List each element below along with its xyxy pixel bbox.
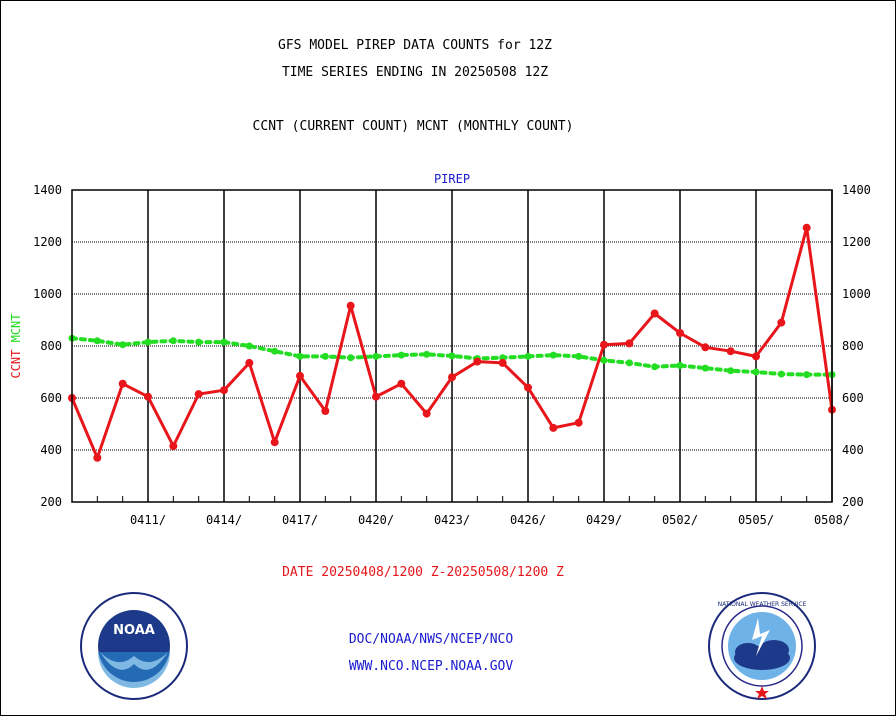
ccnt-point [321,407,330,415]
y-tick-label-left: 1400 [33,183,62,197]
mcnt-point [651,363,659,371]
plot-area-border [71,189,833,503]
ccnt-point [422,409,431,418]
ccnt-point [169,442,178,451]
ccnt-point [245,358,254,367]
ccnt-point [752,352,760,361]
mcnt-point [245,342,253,350]
ccnt-point [93,453,102,462]
noaa-logo: NOAA [80,592,188,700]
x-tick-label: 0417/ [282,513,318,527]
chart-title: GFS MODEL PIREP DATA COUNTS for 12Z [278,38,552,53]
mcnt-point [423,350,431,358]
y-tick-label-right: 200 [842,495,864,509]
ccnt-point [296,371,304,380]
mcnt-point [397,351,405,359]
ccnt-point [701,343,710,352]
ccnt-point [448,373,456,382]
ccnt-point [372,392,380,401]
panel-title: PIREP [434,172,470,186]
ccnt-point [549,423,558,432]
ccnt-point [220,386,228,395]
mcnt-point [676,362,684,369]
mcnt-point [448,352,456,360]
mcnt-point [321,352,329,360]
mcnt-point [549,351,557,359]
y-tick-label-right: 1000 [842,287,871,301]
mcnt-point [701,364,709,372]
chart-subtitle: TIME SERIES ENDING IN 20250508 12Z [281,65,549,80]
x-tick-label: 0429/ [586,513,622,527]
ccnt-point [346,301,355,310]
y-axis-label-ccnt: CCNT [9,342,23,378]
ccnt-point [498,358,507,367]
mcnt-point [625,359,633,367]
x-tick-label: 0414/ [206,513,242,527]
y-tick-label-right: 400 [842,443,864,457]
ccnt-point [777,318,786,327]
y-tick-label-left: 800 [40,339,62,353]
y-tick-label-right: 1200 [842,235,871,249]
mcnt-point [144,338,152,346]
ccnt-point [802,223,811,232]
mcnt-point [727,367,735,375]
x-tick-label: 0426/ [510,513,546,527]
noaa-logo-text: NOAA [113,623,155,638]
ccnt-point [650,309,659,318]
mcnt-point [752,368,760,376]
series-description: CCNT (CURRENT COUNT) MCNT (MONTHLY COUNT… [252,119,574,134]
mcnt-point [777,370,785,378]
x-tick-label: 0420/ [358,513,394,527]
x-tick-label: 0508/ [814,513,850,527]
x-tick-label: 0502/ [662,513,698,527]
ccnt-point [270,438,279,447]
mcnt-point [271,347,279,355]
ccnt-point [676,329,684,337]
mcnt-point [169,337,177,345]
mcnt-point [195,338,203,346]
y-tick-label-left: 400 [40,443,62,457]
y-axis-label-mcnt: MCNT [9,313,23,342]
mcnt-point [119,341,127,349]
nws-logo: NATIONAL WEATHER SERVICE [708,592,816,700]
mcnt-point [93,337,101,345]
y-tick-label-right: 600 [842,391,864,405]
mcnt-point [600,356,608,364]
y-tick-label-left: 1000 [33,287,62,301]
mcnt-point [803,371,811,379]
y-tick-label-left: 200 [40,495,62,509]
mcnt-point [372,352,380,360]
mcnt-point [347,354,355,362]
ccnt-point [118,379,127,388]
mcnt-point [524,352,532,360]
nws-logo-text: NATIONAL WEATHER SERVICE [718,601,807,608]
ccnt-point [144,392,152,401]
y-tick-label-right: 1400 [842,183,871,197]
x-tick-label: 0505/ [738,513,774,527]
y-tick-label-left: 1200 [33,235,62,249]
org-line[interactable]: DOC/NOAA/NWS/NCEP/NCO [348,632,514,647]
mcnt-point [220,338,228,346]
y-tick-label-right: 800 [842,339,864,353]
x-tick-label: 0411/ [130,513,166,527]
ccnt-point [625,339,634,348]
ccnt-point [524,383,532,392]
date-range: DATE 20250408/1200 Z-20250508/1200 Z [282,565,564,580]
ccnt-point [726,347,735,356]
mcnt-point [296,352,304,360]
ccnt-point [397,379,406,388]
ccnt-point [473,357,482,366]
url-line[interactable]: WWW.NCO.NCEP.NOAA.GOV [348,659,514,674]
y-axis-label: CCNT MCNT [9,313,23,378]
ccnt-point [574,418,583,427]
ccnt-point [600,340,608,349]
ccnt-point [194,390,203,399]
x-tick-label: 0423/ [434,513,470,527]
mcnt-point [575,352,583,360]
y-tick-label-left: 600 [40,391,62,405]
